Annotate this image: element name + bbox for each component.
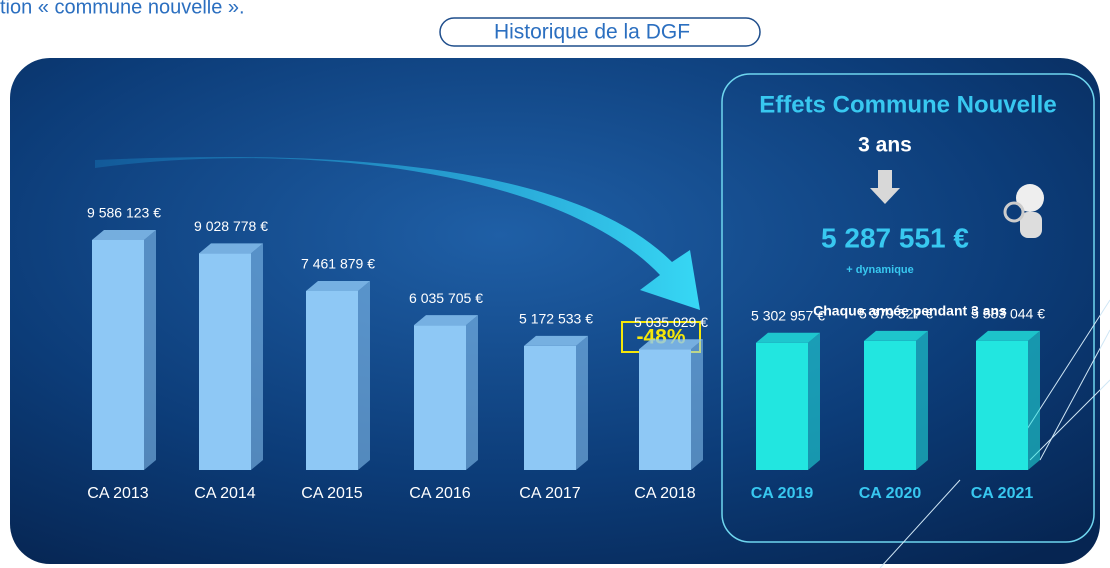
bar-side — [691, 339, 703, 470]
value-label: 5 172 533 € — [519, 311, 593, 327]
x-tick-label: CA 2016 — [409, 485, 470, 502]
bar — [756, 342, 808, 470]
bar-top — [199, 243, 263, 254]
bar — [976, 340, 1028, 470]
panel-duration: 3 ans — [858, 134, 912, 157]
x-tick-label: CA 2018 — [634, 485, 695, 502]
bar — [524, 345, 576, 470]
bar-side — [916, 330, 928, 470]
x-tick-label: CA 2020 — [859, 485, 922, 502]
value-label: 5 379 527 € — [859, 306, 933, 322]
bar-top — [414, 315, 478, 326]
value-label: 5 035 029 € — [634, 314, 708, 330]
x-tick-label: CA 2015 — [301, 485, 362, 502]
bar-side — [466, 315, 478, 470]
x-tick-label: CA 2014 — [194, 485, 255, 502]
trend-arrow — [95, 156, 700, 310]
bar-side — [1028, 330, 1040, 470]
bar-side — [358, 280, 370, 470]
bar-top — [92, 230, 156, 240]
value-label: 9 586 123 € — [87, 205, 161, 221]
bar — [306, 290, 358, 470]
title-pill — [439, 17, 761, 47]
x-tick-label: CA 2019 — [751, 485, 814, 502]
value-label: 7 461 879 € — [301, 256, 375, 272]
bar-top — [756, 332, 820, 343]
x-tick-label: CA 2021 — [971, 485, 1034, 502]
down-arrow — [870, 170, 900, 204]
bar-top — [639, 339, 703, 350]
bar-top — [976, 330, 1040, 341]
x-tick-label: CA 2017 — [519, 485, 580, 502]
value-label: 5 383 044 € — [971, 306, 1045, 322]
panel-caption: Chaque année pendant 3 ans — [813, 303, 1007, 319]
bar — [864, 340, 916, 470]
value-label: 6 035 705 € — [409, 290, 483, 306]
intro-text: tion « commune nouvelle ». — [0, 0, 245, 18]
panel-title: Effets Commune Nouvelle — [759, 91, 1056, 118]
bar-top — [524, 335, 588, 346]
bar-top — [864, 330, 928, 341]
bar-side — [144, 230, 156, 470]
bar-side — [808, 332, 820, 470]
bar-top — [306, 280, 370, 291]
x-tick-label: CA 2013 — [87, 485, 148, 502]
panel-amount: 5 287 551 € — [821, 222, 969, 253]
panel-note: + dynamique — [846, 264, 914, 276]
decor-lines — [879, 299, 1110, 568]
value-label: 9 028 778 € — [194, 218, 268, 234]
figure-icon — [1003, 184, 1044, 238]
effects-box — [721, 73, 1095, 543]
panel-background — [10, 58, 1100, 564]
value-label: 5 302 957 € — [751, 307, 825, 323]
bar — [199, 253, 251, 470]
bar-side — [576, 335, 588, 470]
chart-title: Historique de la DGF — [494, 21, 690, 44]
bar-side — [251, 243, 263, 470]
bar — [639, 349, 691, 470]
bar — [414, 325, 466, 470]
bar — [92, 240, 144, 470]
